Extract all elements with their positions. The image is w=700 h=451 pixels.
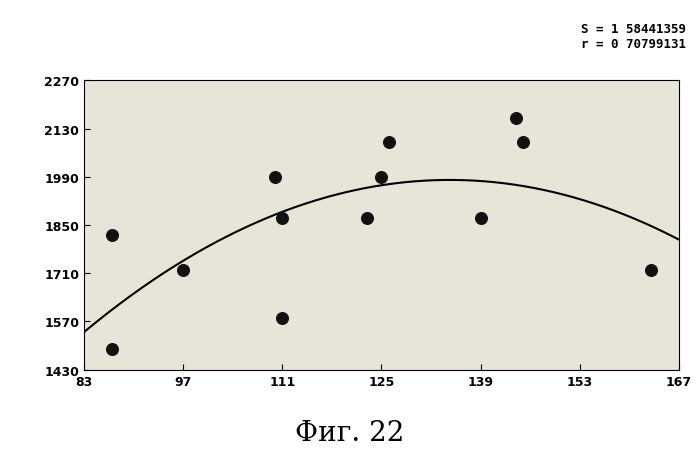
Text: Фиг. 22: Фиг. 22 xyxy=(295,419,405,446)
Text: S = 1 58441359
r = 0 70799131: S = 1 58441359 r = 0 70799131 xyxy=(581,23,686,51)
Point xyxy=(376,174,387,181)
Point xyxy=(178,267,189,274)
Point xyxy=(106,345,118,353)
Point xyxy=(276,315,288,322)
Point xyxy=(270,174,281,181)
Point xyxy=(510,115,522,123)
Point xyxy=(383,139,394,147)
Point xyxy=(517,139,528,147)
Point xyxy=(645,267,657,274)
Point xyxy=(276,215,288,222)
Point xyxy=(362,215,373,222)
Point xyxy=(106,232,118,239)
Point xyxy=(475,215,486,222)
